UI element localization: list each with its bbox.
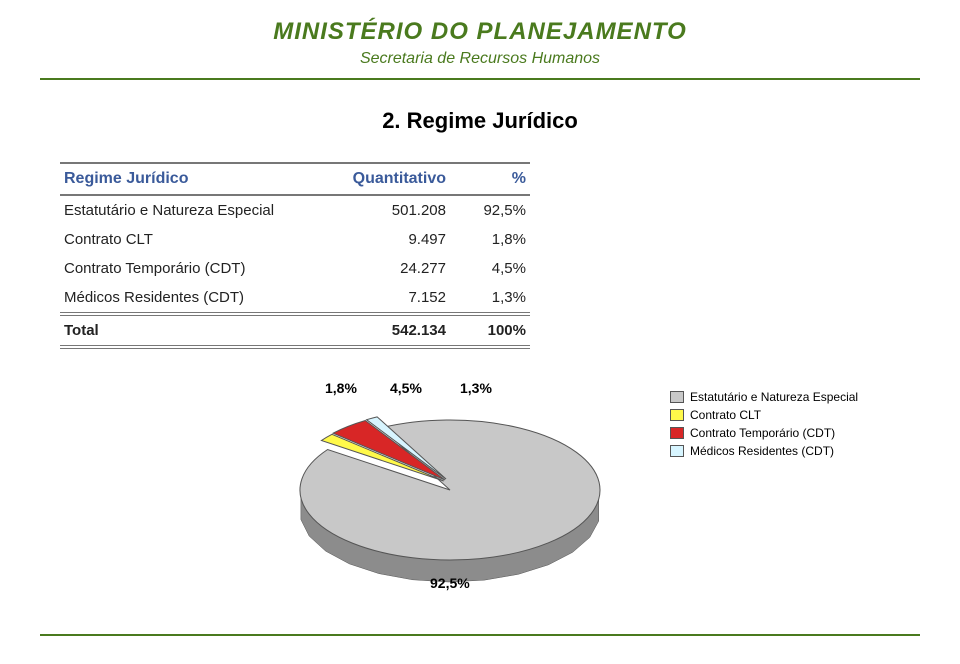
col-header-label: Regime Jurídico — [60, 163, 330, 195]
legend-label: Médicos Residentes (CDT) — [690, 444, 834, 458]
legend-swatch — [670, 445, 684, 457]
total-label: Total — [60, 314, 330, 347]
row-pct: 4,5% — [450, 254, 530, 283]
row-pct: 1,8% — [450, 225, 530, 254]
legend-swatch — [670, 409, 684, 421]
chart-legend: Estatutário e Natureza Especial Contrato … — [670, 390, 858, 462]
pie-pct-label: 1,8% — [325, 380, 357, 396]
legend-item: Estatutário e Natureza Especial — [670, 390, 858, 404]
table-row: Contrato CLT9.4971,8% — [60, 225, 530, 254]
legend-swatch — [670, 427, 684, 439]
total-pct: 100% — [450, 314, 530, 347]
col-header-quant: Quantitativo — [330, 163, 450, 195]
footer-rule — [40, 634, 920, 636]
legend-label: Contrato CLT — [690, 408, 761, 422]
legend-swatch — [670, 391, 684, 403]
col-header-pct: % — [450, 163, 530, 195]
table-total-row: Total542.134100% — [60, 314, 530, 347]
legend-item: Contrato CLT — [670, 408, 858, 422]
row-label: Médicos Residentes (CDT) — [60, 283, 330, 314]
pie-chart: 1,8% 4,5% 1,3% 92,5% Estatutário e Natureza… — [60, 380, 900, 610]
page-header: MINISTÉRIO DO PLANEJAMENTO Secretaria de… — [0, 0, 960, 80]
main-title: MINISTÉRIO DO PLANEJAMENTO — [0, 18, 960, 46]
data-table: Regime Jurídico Quantitativo % Estatutár… — [60, 162, 530, 349]
table-row: Contrato Temporário (CDT)24.2774,5% — [60, 254, 530, 283]
row-label: Contrato CLT — [60, 225, 330, 254]
table-header-row: Regime Jurídico Quantitativo % — [60, 163, 530, 195]
subtitle: Secretaria de Recursos Humanos — [0, 50, 960, 68]
row-quant: 9.497 — [330, 225, 450, 254]
legend-item: Contrato Temporário (CDT) — [670, 426, 858, 440]
table-row: Estatutário e Natureza Especial501.20892… — [60, 195, 530, 225]
section-title: 2. Regime Jurídico — [0, 108, 960, 134]
legend-label: Estatutário e Natureza Especial — [690, 390, 858, 404]
total-quant: 542.134 — [330, 314, 450, 347]
row-quant: 501.208 — [330, 195, 450, 225]
pie-svg — [280, 380, 620, 600]
row-label: Estatutário e Natureza Especial — [60, 195, 330, 225]
legend-label: Contrato Temporário (CDT) — [690, 426, 835, 440]
row-pct: 92,5% — [450, 195, 530, 225]
row-label: Contrato Temporário (CDT) — [60, 254, 330, 283]
pie-pct-label: 4,5% — [390, 380, 422, 396]
header-rule — [40, 78, 920, 80]
pie-pct-label: 92,5% — [430, 575, 470, 591]
row-quant: 24.277 — [330, 254, 450, 283]
row-quant: 7.152 — [330, 283, 450, 314]
pie-pct-label: 1,3% — [460, 380, 492, 396]
table-row: Médicos Residentes (CDT)7.1521,3% — [60, 283, 530, 314]
legend-item: Médicos Residentes (CDT) — [670, 444, 858, 458]
row-pct: 1,3% — [450, 283, 530, 314]
